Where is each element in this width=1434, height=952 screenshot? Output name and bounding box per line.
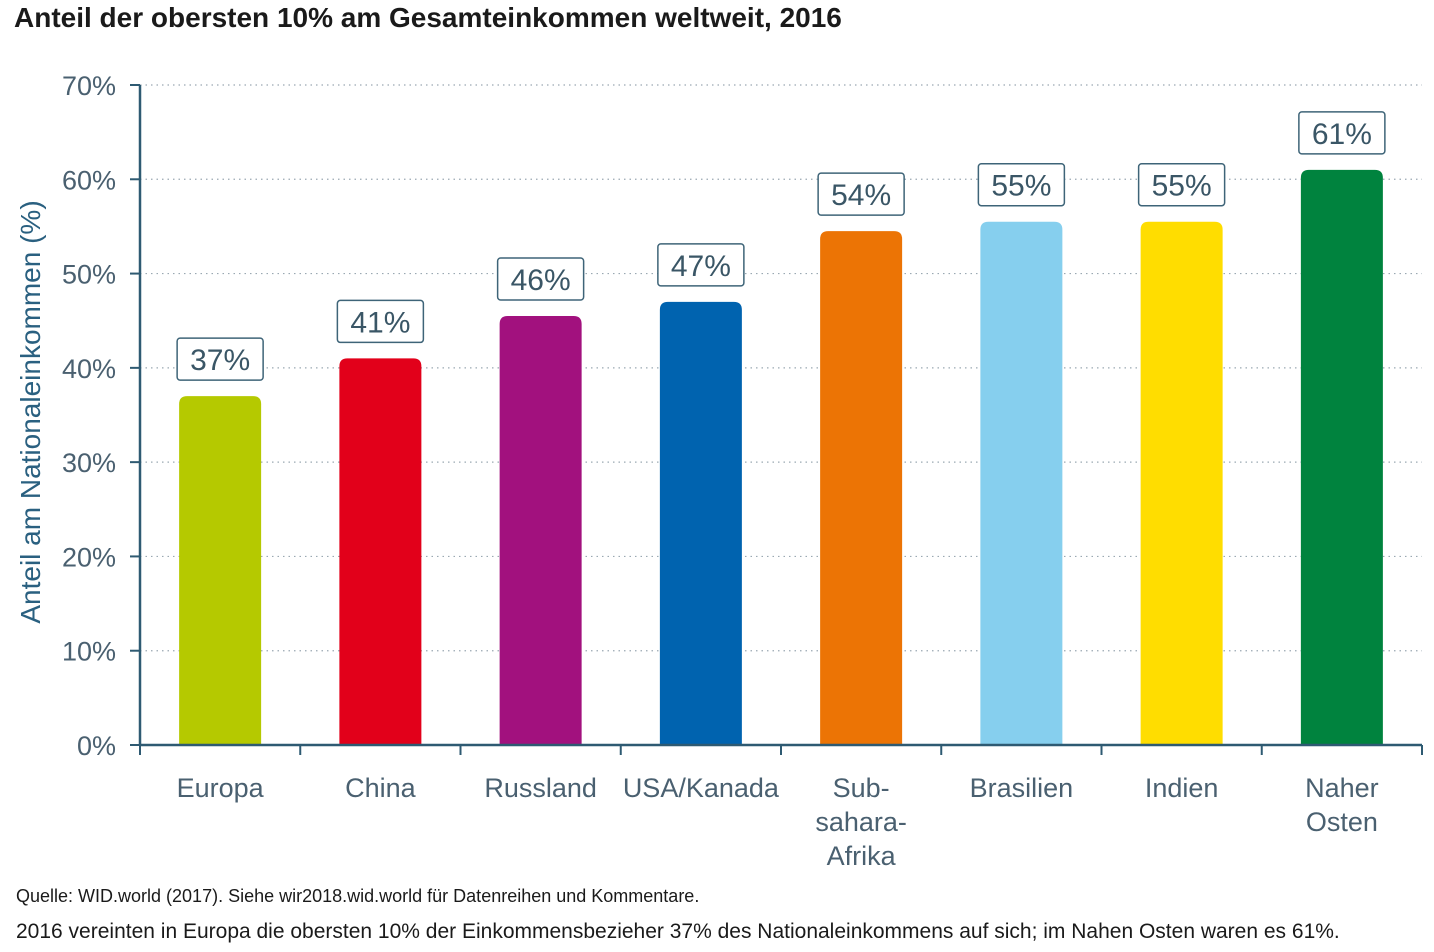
x-tick-label: Naher — [1305, 773, 1379, 803]
x-tick-label: sahara- — [815, 807, 907, 837]
x-tick-label: Indien — [1145, 773, 1219, 803]
bars — [179, 169, 1383, 746]
x-tick-label: Brasilien — [970, 773, 1074, 803]
data-label: 55% — [1152, 170, 1212, 203]
bar — [499, 316, 582, 745]
x-tick-label: USA/Kanada — [623, 773, 780, 803]
data-label-box — [657, 243, 745, 287]
x-axis: Europa China Russland USA/Kanada Sub-sahara-… — [139, 743, 1423, 871]
source-note: Quelle: WID.world (2017). Siehe wir2018.… — [16, 886, 700, 906]
y-tick-label: 10% — [62, 637, 116, 667]
y-tick-label: 0% — [77, 731, 116, 761]
x-tick-label: Afrika — [827, 841, 897, 871]
bar — [179, 396, 262, 745]
data-label-box — [336, 299, 425, 344]
x-tick-label: China — [345, 773, 417, 803]
data-label-box — [496, 257, 585, 301]
y-axis: 0% 10% 20% 30% 40% 50% 60% 70% — [62, 71, 142, 761]
x-tick-label: Sub- — [833, 773, 890, 803]
x-tick-label: Russland — [484, 773, 597, 803]
data-label-box — [176, 337, 264, 381]
data-label-box — [817, 172, 905, 216]
data-label: 46% — [511, 264, 571, 297]
x-tick-label: Osten — [1306, 807, 1378, 837]
caption: 2016 vereinten in Europa die obersten 10… — [16, 920, 1340, 943]
bar — [339, 358, 422, 745]
bar — [659, 301, 742, 745]
data-label: 47% — [671, 250, 731, 283]
data-label: 37% — [190, 344, 250, 377]
bar — [1140, 221, 1223, 745]
bar — [1300, 169, 1383, 745]
data-label: 54% — [831, 179, 891, 212]
chart-title: Anteil der obersten 10% am Gesamteinkomm… — [14, 2, 842, 33]
bar — [820, 231, 903, 746]
data-label: 61% — [1312, 118, 1372, 151]
data-label: 41% — [350, 306, 410, 339]
gridlines — [140, 84, 1422, 652]
y-tick-label: 20% — [62, 542, 116, 572]
y-tick-label: 30% — [62, 448, 116, 478]
y-tick-label: 50% — [62, 260, 116, 290]
data-label-box — [977, 162, 1066, 207]
data-label-box — [1137, 162, 1226, 207]
y-tick-label: 70% — [62, 71, 116, 101]
y-axis-label: Anteil am Nationaleinkommen (%) — [15, 200, 46, 623]
x-tick-label: Europa — [177, 773, 265, 803]
data-label-box — [1298, 111, 1386, 155]
bar — [980, 221, 1063, 745]
data-label: 55% — [991, 170, 1051, 203]
y-tick-label: 60% — [62, 165, 116, 195]
y-tick-label: 40% — [62, 354, 116, 384]
data-labels: 37% 41% 46% 47% 54% 55% 55% 61% — [176, 111, 1386, 381]
bar-chart: 0% 10% 20% 30% 40% 50% 60% 70% 37% 41% 46% 47% 54% 5… — [15, 71, 1423, 871]
